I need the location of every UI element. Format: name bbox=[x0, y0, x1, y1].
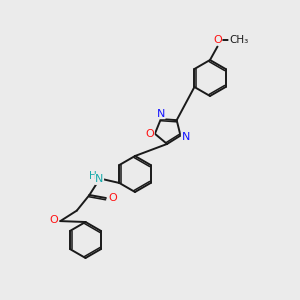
Text: O: O bbox=[108, 193, 117, 203]
Text: N: N bbox=[182, 132, 190, 142]
Text: N: N bbox=[157, 109, 165, 119]
Text: N: N bbox=[95, 174, 103, 184]
Text: O: O bbox=[146, 129, 154, 139]
Text: O: O bbox=[49, 214, 58, 225]
Text: CH₃: CH₃ bbox=[229, 35, 248, 45]
Text: H: H bbox=[89, 171, 97, 181]
Text: O: O bbox=[213, 35, 222, 45]
